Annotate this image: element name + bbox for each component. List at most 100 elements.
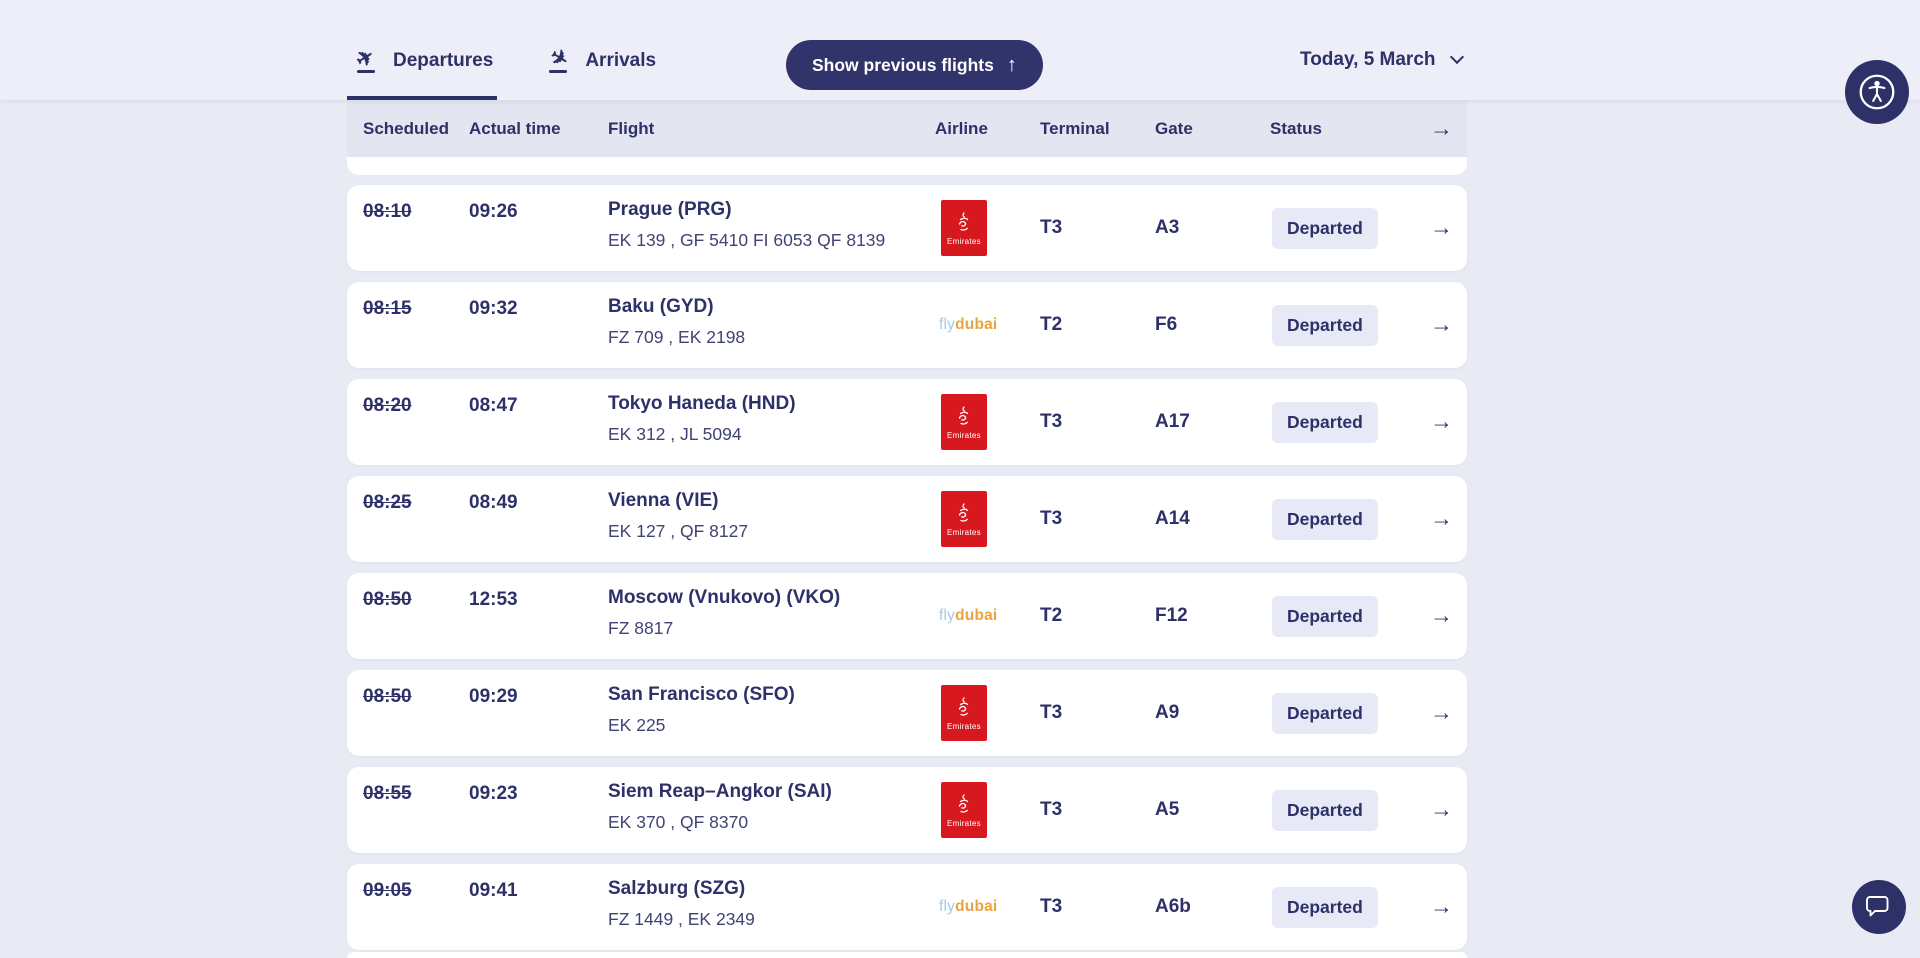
plane-landing-icon: ✈ [545, 44, 573, 74]
tab-arrivals-label: Arrivals [585, 50, 657, 71]
tab-bar: ✈ Departures ✈ Arrivals [347, 0, 660, 100]
status-badge: Departed [1272, 595, 1378, 637]
flight-list: 08:10 09:26 Prague (PRG) EK 139 , GF 541… [347, 185, 1467, 950]
status-badge: Departed [1272, 498, 1378, 540]
emirates-logo: Emirates [941, 491, 987, 547]
actual-time: 09:41 [469, 880, 518, 901]
emirates-wordmark: Emirates [947, 527, 981, 537]
table-row[interactable]: 08:50 12:53 Moscow (Vnukovo) (VKO) FZ 88… [347, 573, 1467, 659]
scheduled-time: 08:25 [363, 492, 412, 513]
accessibility-icon [1859, 74, 1895, 110]
gate: A9 [1155, 702, 1180, 723]
row-arrow-icon[interactable]: → [1430, 699, 1453, 725]
codeshare-flights: EK 370 , QF 8370 [608, 812, 749, 832]
destination: Salzburg (SZG) [608, 878, 746, 899]
tab-departures-label: Departures [393, 50, 494, 71]
terminal: T3 [1040, 799, 1063, 820]
next-row-peek [347, 952, 1467, 958]
row-arrow-icon[interactable]: → [1430, 214, 1453, 240]
actual-time: 09:26 [469, 201, 518, 222]
column-header-actual-time: Actual time [469, 118, 561, 138]
row-arrow-icon[interactable]: → [1430, 505, 1453, 531]
flydubai-logo: flydubai [939, 898, 998, 915]
status-badge: Departed [1272, 789, 1378, 831]
destination: Prague (PRG) [608, 199, 732, 220]
emirates-calligraphy-icon [958, 696, 969, 716]
row-arrow-icon[interactable]: → [1430, 893, 1453, 919]
codeshare-flights: EK 139 , GF 5410 FI 6053 QF 8139 [608, 230, 886, 250]
top-bar: ✈ Departures ✈ Arrivals Show previous fl… [0, 0, 1920, 100]
flydubai-logo: flydubai [939, 607, 998, 624]
emirates-calligraphy-icon [958, 793, 969, 813]
emirates-wordmark: Emirates [947, 236, 981, 246]
column-header-gate: Gate [1155, 118, 1193, 138]
destination: San Francisco (SFO) [608, 684, 795, 705]
scheduled-time: 09:05 [363, 880, 412, 901]
date-selector-label: Today, 5 March [1300, 49, 1436, 70]
scheduled-time: 08:55 [363, 783, 412, 804]
codeshare-flights: FZ 1449 , EK 2349 [608, 909, 755, 929]
emirates-calligraphy-icon [958, 405, 969, 425]
table-row[interactable]: 08:25 08:49 Vienna (VIE) EK 127 , QF 812… [347, 476, 1467, 562]
scheduled-time: 08:50 [363, 686, 412, 707]
status-badge: Departed [1272, 401, 1378, 443]
emirates-wordmark: Emirates [947, 430, 981, 440]
emirates-wordmark: Emirates [947, 818, 981, 828]
column-header-terminal: Terminal [1040, 118, 1110, 138]
destination: Moscow (Vnukovo) (VKO) [608, 587, 841, 608]
table-row[interactable]: 08:10 09:26 Prague (PRG) EK 139 , GF 541… [347, 185, 1467, 271]
status-badge: Departed [1272, 886, 1378, 928]
show-previous-flights-label: Show previous flights [812, 54, 994, 75]
row-arrow-icon[interactable]: → [1430, 602, 1453, 628]
accessibility-button[interactable] [1845, 60, 1909, 124]
table-row[interactable]: 08:50 09:29 San Francisco (SFO) EK 225 E… [347, 670, 1467, 756]
actual-time: 08:47 [469, 395, 518, 416]
chat-button[interactable] [1852, 880, 1906, 934]
date-selector[interactable]: Today, 5 March [1300, 42, 1464, 78]
gate: A3 [1155, 217, 1180, 238]
tab-arrivals[interactable]: ✈ Arrivals [539, 0, 660, 100]
table-row[interactable]: 08:55 09:23 Siem Reap–Angkor (SAI) EK 37… [347, 767, 1467, 853]
status-badge: Departed [1272, 304, 1378, 346]
actual-time: 08:49 [469, 492, 518, 513]
gate: F12 [1155, 605, 1188, 626]
terminal: T2 [1040, 605, 1063, 626]
scheduled-time: 08:10 [363, 201, 412, 222]
flydubai-logo: flydubai [939, 316, 998, 333]
status-badge: Departed [1272, 692, 1378, 734]
actual-time: 09:23 [469, 783, 518, 804]
row-arrow-icon[interactable]: → [1430, 408, 1453, 434]
gate: F6 [1155, 314, 1178, 335]
codeshare-flights: FZ 8817 [608, 618, 674, 638]
row-arrow-icon[interactable]: → [1430, 311, 1453, 337]
emirates-calligraphy-icon [958, 502, 969, 522]
tab-departures[interactable]: ✈ Departures [347, 0, 498, 100]
header-arrow-icon: → [1430, 114, 1453, 141]
codeshare-flights: EK 312 , JL 5094 [608, 424, 742, 444]
emirates-logo: Emirates [941, 685, 987, 741]
terminal: T3 [1040, 896, 1063, 917]
destination: Siem Reap–Angkor (SAI) [608, 781, 832, 802]
terminal: T3 [1040, 508, 1063, 529]
scheduled-time: 08:50 [363, 589, 412, 610]
column-header-scheduled: Scheduled [363, 118, 449, 138]
table-row[interactable]: 08:15 09:32 Baku (GYD) FZ 709 , EK 2198 … [347, 282, 1467, 368]
gate: A6b [1155, 896, 1191, 917]
chat-icon [1866, 896, 1889, 917]
emirates-wordmark: Emirates [947, 721, 981, 731]
scheduled-time: 08:20 [363, 395, 412, 416]
column-header-airline: Airline [935, 118, 988, 138]
destination: Tokyo Haneda (HND) [608, 393, 796, 414]
emirates-calligraphy-icon [958, 211, 969, 231]
partially-scrolled-row [347, 157, 1467, 175]
show-previous-flights-button[interactable]: Show previous flights ↑ [786, 40, 1043, 90]
table-row[interactable]: 08:20 08:47 Tokyo Haneda (HND) EK 312 , … [347, 379, 1467, 465]
codeshare-flights: EK 225 [608, 715, 666, 735]
table-header-row: Scheduled Actual time Flight Airline Ter… [347, 100, 1467, 157]
row-arrow-icon[interactable]: → [1430, 796, 1453, 822]
gate: A5 [1155, 799, 1180, 820]
flight-table: Scheduled Actual time Flight Airline Ter… [347, 100, 1467, 958]
table-row[interactable]: 09:05 09:41 Salzburg (SZG) FZ 1449 , EK … [347, 864, 1467, 950]
status-badge: Departed [1272, 207, 1378, 249]
plane-takeoff-icon: ✈ [352, 44, 380, 74]
